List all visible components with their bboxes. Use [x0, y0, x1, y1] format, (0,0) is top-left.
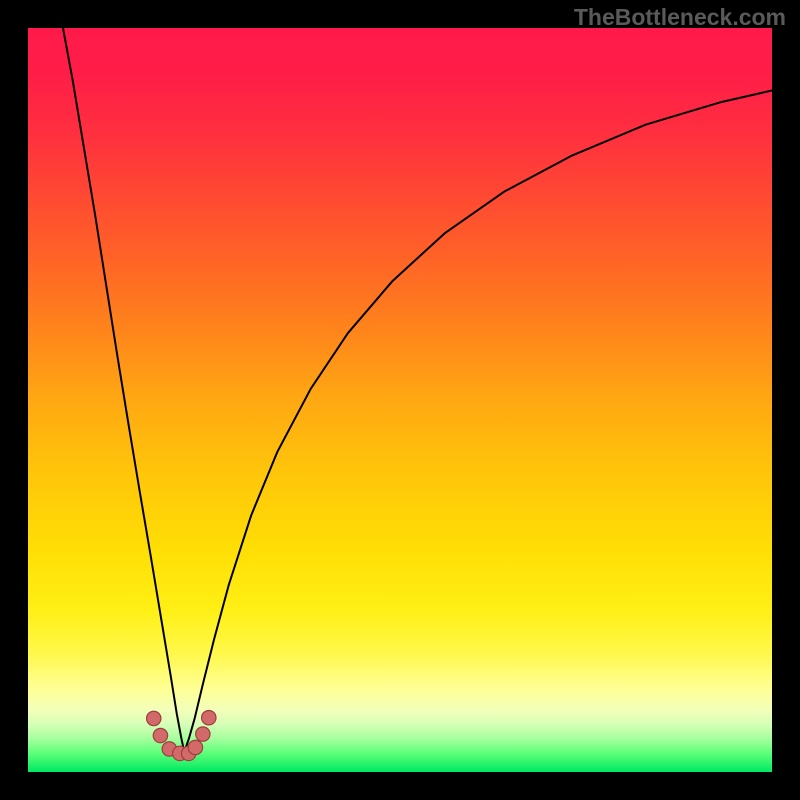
valley-marker — [196, 727, 210, 741]
valley-marker — [153, 728, 167, 742]
plot-background — [28, 28, 772, 772]
valley-marker — [147, 711, 161, 725]
chart-stage: TheBottleneck.com — [0, 0, 800, 800]
plot-svg — [0, 0, 800, 800]
valley-marker — [202, 710, 216, 724]
valley-marker — [188, 740, 202, 754]
